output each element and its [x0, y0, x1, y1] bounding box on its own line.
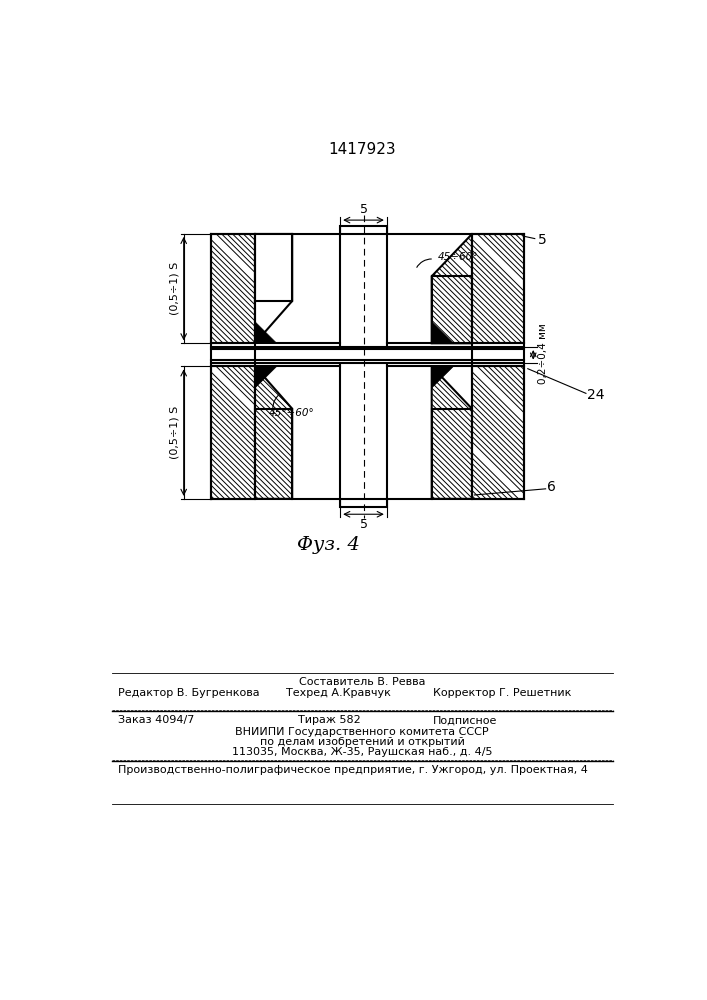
Text: 1417923: 1417923	[328, 142, 396, 157]
Polygon shape	[255, 234, 292, 343]
Polygon shape	[432, 234, 472, 343]
Bar	[207, 211, 566, 522]
Text: Тираж 582: Тираж 582	[298, 715, 361, 725]
Text: Корректор Г. Решетник: Корректор Г. Решетник	[433, 688, 572, 698]
Text: Производственно-полиграфическое предприятие, г. Ужгород, ул. Проектная, 4: Производственно-полиграфическое предприя…	[118, 765, 588, 775]
Text: ВНИИПИ Государственного комитета СССР: ВНИИПИ Государственного комитета СССР	[235, 727, 489, 737]
Text: 5: 5	[538, 233, 547, 247]
Polygon shape	[432, 322, 453, 343]
Text: Техред А.Кравчук: Техред А.Кравчук	[286, 688, 391, 698]
Bar	[472, 234, 524, 343]
Bar	[340, 226, 387, 507]
Text: Составитель В. Ревва: Составитель В. Ревва	[298, 677, 425, 687]
Text: 5: 5	[359, 518, 368, 531]
Text: Φуз. 4: Φуз. 4	[297, 536, 360, 554]
Text: 5: 5	[359, 203, 368, 216]
Text: по делам изобретений и открытий: по делам изобретений и открытий	[259, 737, 464, 747]
Bar	[211, 347, 524, 363]
Text: Заказ 4094/7: Заказ 4094/7	[118, 715, 194, 725]
Polygon shape	[255, 322, 276, 343]
Text: (0,5÷1) S: (0,5÷1) S	[170, 406, 180, 459]
Polygon shape	[255, 366, 276, 388]
Text: Редактор В. Бугренкова: Редактор В. Бугренкова	[118, 688, 259, 698]
Text: 45÷60°: 45÷60°	[438, 252, 479, 262]
Text: 113035, Москва, Ж-35, Раушская наб., д. 4/5: 113035, Москва, Ж-35, Раушская наб., д. …	[232, 747, 492, 757]
Bar	[472, 366, 524, 499]
Text: Подписное: Подписное	[433, 715, 498, 725]
Text: 24: 24	[588, 388, 605, 402]
Text: 6: 6	[547, 480, 556, 494]
Bar	[211, 366, 255, 499]
Bar	[211, 234, 255, 343]
Text: 45°÷60°: 45°÷60°	[269, 408, 315, 418]
Polygon shape	[432, 366, 453, 388]
Text: (0,5÷1) S: (0,5÷1) S	[170, 262, 180, 315]
Text: 0,2÷0,4 мм: 0,2÷0,4 мм	[538, 323, 548, 384]
Polygon shape	[255, 366, 292, 499]
Polygon shape	[432, 366, 472, 499]
